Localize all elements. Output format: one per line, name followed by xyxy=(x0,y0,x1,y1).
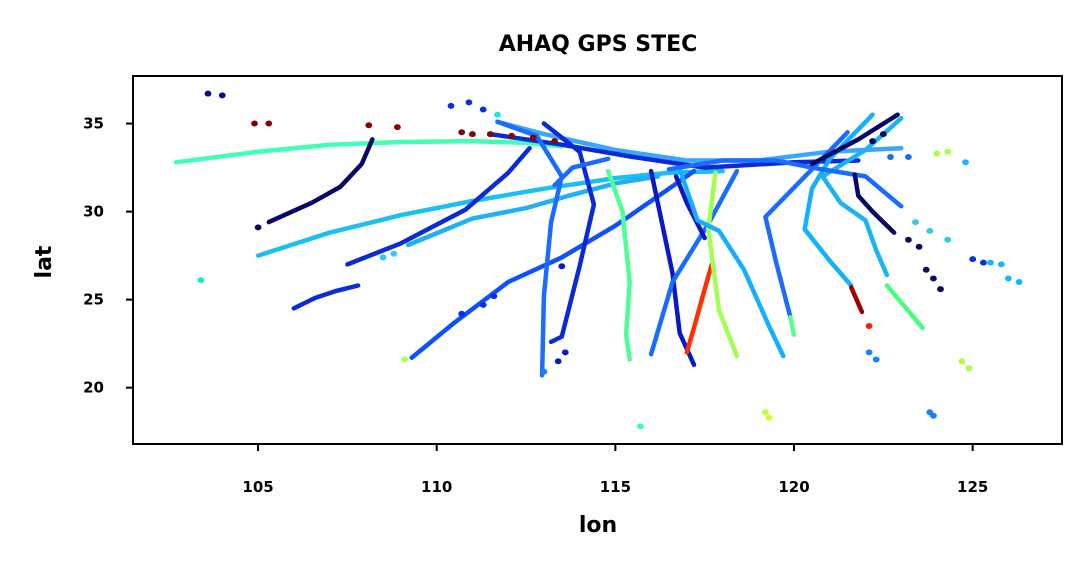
stec-point-39 xyxy=(962,159,969,166)
stec-track-9 xyxy=(488,131,861,170)
stec-track-24 xyxy=(884,283,925,331)
stec-point-49 xyxy=(915,243,923,250)
stec-point-7 xyxy=(458,129,466,136)
stec-track-11 xyxy=(541,121,597,345)
stec-point-47 xyxy=(869,138,876,145)
stec-point-17 xyxy=(494,111,501,118)
stec-point-21 xyxy=(937,286,944,293)
stec-track-28 xyxy=(552,156,611,188)
stec-point-52 xyxy=(944,236,952,243)
stec-point-56 xyxy=(980,259,987,266)
stec-point-20 xyxy=(930,275,937,282)
stec-point-22 xyxy=(554,358,562,365)
stec-point-3 xyxy=(251,120,258,127)
stec-point-41 xyxy=(997,261,1005,268)
stec-point-46 xyxy=(879,131,887,138)
stec-track-25 xyxy=(666,158,904,209)
stec-track-5 xyxy=(345,145,532,267)
stec-track-3 xyxy=(291,283,361,311)
stec-point-35 xyxy=(762,409,769,416)
stec-point-16 xyxy=(197,277,205,284)
stec-track-7 xyxy=(409,168,697,360)
stec-point-48 xyxy=(905,236,912,243)
stec-point-14 xyxy=(465,99,473,106)
stec-point-54 xyxy=(390,250,398,257)
y-tick-label-35: 35 xyxy=(83,115,104,133)
stec-track-4 xyxy=(255,168,725,258)
stec-point-51 xyxy=(926,227,934,234)
stec-track-2 xyxy=(266,137,375,225)
stec-track-18 xyxy=(677,167,786,359)
stec-point-32 xyxy=(944,148,952,155)
stec-point-31 xyxy=(933,150,941,157)
chart-title: AHAQ GPS STEC xyxy=(499,32,698,57)
stec-point-11 xyxy=(529,134,537,141)
stec-point-12 xyxy=(551,138,558,145)
stec-point-36 xyxy=(765,414,773,421)
stec-track-20 xyxy=(788,314,797,338)
stec-point-40 xyxy=(987,259,994,266)
stec-track-22 xyxy=(848,285,865,315)
x-axis-label: lon xyxy=(579,513,617,538)
stec-point-43 xyxy=(1015,279,1023,285)
stec-point-45 xyxy=(905,154,912,160)
stec-point-53 xyxy=(379,254,387,261)
x-tick-label-110: 110 xyxy=(421,478,452,496)
stec-point-1 xyxy=(204,90,212,97)
stec-point-23 xyxy=(561,349,569,356)
stec-track-13 xyxy=(648,168,697,368)
stec-point-58 xyxy=(490,293,498,300)
stec-point-18 xyxy=(254,224,262,231)
stec-point-8 xyxy=(469,131,476,138)
stec-point-2 xyxy=(218,92,226,99)
stec-track-23 xyxy=(820,116,904,278)
stec-point-44 xyxy=(887,154,894,160)
stec-track-6 xyxy=(405,174,661,248)
stec-point-38 xyxy=(865,323,873,329)
stec-track-15 xyxy=(684,262,715,355)
stec-point-19 xyxy=(922,266,930,273)
stec-point-4 xyxy=(265,120,273,127)
stec-track-27 xyxy=(809,112,900,167)
y-tick-label-25: 25 xyxy=(83,291,104,309)
stec-track-16 xyxy=(673,174,707,241)
stec-point-34 xyxy=(965,365,973,372)
stec-point-50 xyxy=(912,219,919,226)
stec-point-33 xyxy=(958,358,966,365)
stec-track-12 xyxy=(605,168,632,362)
stec-point-55 xyxy=(969,256,977,263)
stec-point-29 xyxy=(930,412,937,419)
stec-track-14 xyxy=(648,168,740,357)
stec-track-17 xyxy=(706,170,740,359)
stec-point-9 xyxy=(486,131,494,138)
stec-point-26 xyxy=(865,349,873,356)
stec-point-10 xyxy=(508,132,516,139)
stec-track-26 xyxy=(852,172,897,235)
y-axis-label: lat xyxy=(32,245,57,278)
stec-point-42 xyxy=(1005,275,1012,282)
plot-frame xyxy=(132,75,1063,445)
stec-point-59 xyxy=(458,310,466,317)
y-tick-label-20: 20 xyxy=(83,379,104,397)
stec-point-5 xyxy=(365,122,373,129)
stec-point-57 xyxy=(479,301,487,308)
plot-area xyxy=(173,90,1023,430)
stec-track-1 xyxy=(173,138,565,165)
stec-point-37 xyxy=(637,423,644,430)
x-tick-label-115: 115 xyxy=(600,478,631,496)
stec-point-6 xyxy=(394,124,401,131)
stec-point-25 xyxy=(540,368,548,375)
x-tick-label-105: 105 xyxy=(242,478,273,496)
axis-ticks: 105 110 115 120 125 20 25 30 35 xyxy=(83,115,988,496)
stec-point-13 xyxy=(447,102,455,109)
stec-track-10 xyxy=(495,119,565,378)
x-tick-label-125: 125 xyxy=(957,478,988,496)
y-tick-label-30: 30 xyxy=(83,203,104,221)
stec-point-30 xyxy=(401,356,408,363)
stec-point-27 xyxy=(872,356,880,363)
stec-point-15 xyxy=(479,106,487,113)
x-tick-label-120: 120 xyxy=(778,478,809,496)
stec-point-24 xyxy=(558,263,566,270)
